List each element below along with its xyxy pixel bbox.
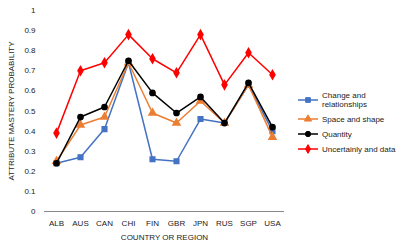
html-text:Space and shape: Space and shape [322, 114, 385, 124]
svg-text:FIN: FIN [146, 219, 159, 228]
html-text:Change and relationships: Change and relationships [322, 90, 367, 109]
svg-text:0.7: 0.7 [24, 66, 36, 75]
svg-text:AUS: AUS [72, 219, 88, 228]
svg-text:USA: USA [264, 219, 281, 228]
svg-text:CAN: CAN [96, 219, 113, 228]
svg-text:0.8: 0.8 [24, 46, 36, 55]
html-text:Uncertainly and data: Uncertainly and data [322, 144, 396, 154]
svg-text:SGP: SGP [240, 219, 257, 228]
html-text:Quantity: Quantity [322, 129, 352, 139]
svg-text:0.3: 0.3 [24, 147, 36, 156]
svg-text:0.2: 0.2 [24, 167, 36, 176]
svg-text:ALB: ALB [49, 219, 64, 228]
svg-text:ATTRIBUTE MASTERY PROBABILITY: ATTRIBUTE MASTERY PROBABILITY [7, 41, 16, 181]
svg-text:0.1: 0.1 [24, 187, 36, 196]
svg-text:CHI: CHI [122, 219, 136, 228]
svg-text:RUS: RUS [216, 219, 233, 228]
svg-text:0.9: 0.9 [24, 26, 36, 35]
svg-text:JPN: JPN [193, 219, 208, 228]
svg-text:0.4: 0.4 [24, 127, 36, 136]
svg-text:0: 0 [31, 207, 36, 216]
svg-text:0.5: 0.5 [24, 107, 36, 116]
svg-text:GBR: GBR [168, 219, 186, 228]
svg-text:0.6: 0.6 [24, 86, 36, 95]
svg-text:COUNTRY OR REGION: COUNTRY OR REGION [121, 233, 208, 242]
svg-text:1: 1 [31, 6, 36, 15]
